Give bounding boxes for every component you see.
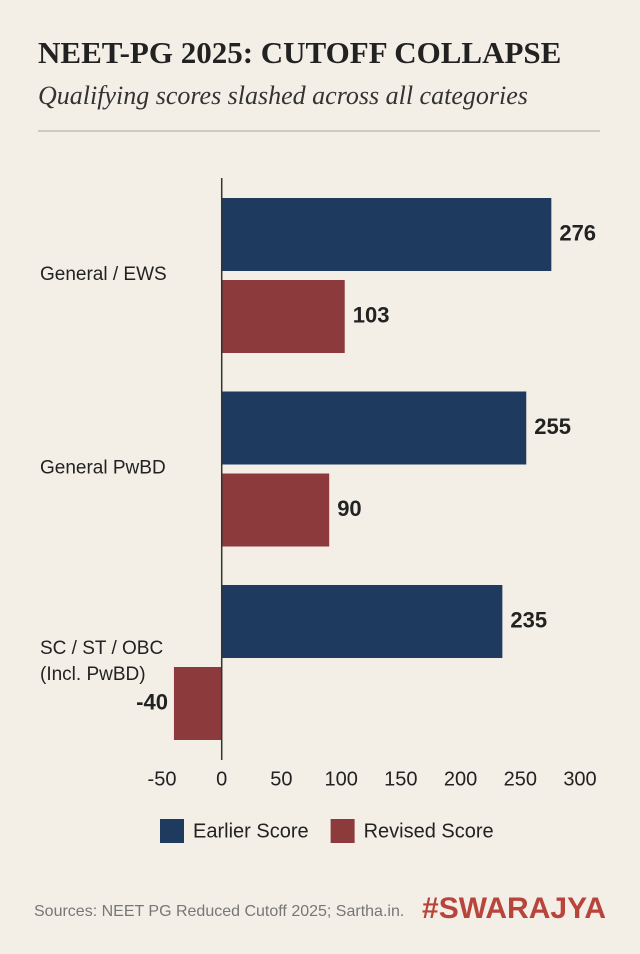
legend-swatch [330,819,355,843]
bar [221,585,503,658]
legend-label: Revised Score [364,820,494,842]
x-tick-label: -50 [148,768,177,790]
legend-label: Earlier Score [193,820,309,842]
source-note: Sources: NEET PG Reduced Cutoff 2025; Sa… [34,903,404,920]
value-label: 103 [353,302,390,327]
value-label: 90 [337,496,361,521]
x-tick-label: 100 [324,768,357,790]
chart-title: NEET-PG 2025: CUTOFF COLLAPSE [38,35,561,70]
value-label: 255 [534,414,571,439]
bar [221,198,552,271]
bar [173,667,222,740]
value-label: 276 [559,220,596,245]
x-tick-label: 300 [563,768,596,790]
chart-subtitle: Qualifying scores slashed across all cat… [38,81,528,110]
y-tick-label: SC / ST / OBC (Incl. PwBD) [40,638,163,685]
y-tick-label: General / EWS [40,264,167,285]
bar [221,280,345,353]
x-tick-label: 0 [216,768,227,790]
legend-swatch [160,819,184,843]
x-tick-label: 50 [270,768,292,790]
x-tick-label: 250 [504,768,537,790]
bar [221,473,330,547]
brand: #SWARAJYA [422,892,606,925]
value-label: -40 [136,689,168,714]
bar [221,391,527,465]
value-label: 235 [510,607,547,632]
x-tick-label: 200 [444,768,477,790]
x-tick-label: 150 [384,768,417,790]
y-tick-label: General PwBD [40,458,166,479]
